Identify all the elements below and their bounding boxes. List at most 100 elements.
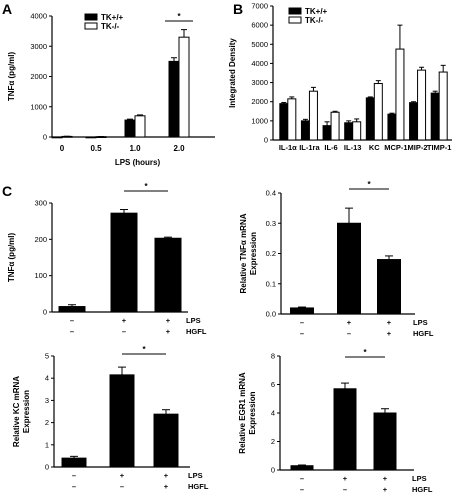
b-legend-label-0: TK+/+	[305, 7, 328, 16]
c1-ytick-label-2: 200	[34, 235, 47, 244]
a-bar-0-2	[124, 119, 136, 138]
c2-significance-star: *	[367, 180, 371, 189]
c2-ytick-label-2: 0.2	[266, 249, 276, 258]
c4-ytick-label-3: 6	[271, 380, 275, 389]
a-significance-star: *	[177, 12, 181, 21]
a-ytick-label-3: 3000	[30, 42, 47, 51]
c4-lps-label: LPS	[412, 474, 427, 483]
c3-ytick-label-2: 2	[45, 418, 49, 427]
a-legend-label-1: TK-/-	[101, 22, 120, 31]
c1-lps-label: LPS	[186, 316, 201, 325]
c2-ylabel: Relative TNFα mRNAExpression	[239, 213, 258, 293]
c4-ylabel: Relative EGR1 mRNAExpression	[238, 372, 257, 454]
c3-ytick-label-4: 4	[45, 374, 49, 383]
a-xtick-label-2: 1.0	[129, 144, 141, 153]
b-ytick-label-5: 5000	[251, 40, 268, 49]
a-ytick-label-0: 0	[43, 133, 47, 142]
c1-ytick-label-1: 100	[34, 271, 47, 280]
panel-c2-chart: 0.0 0.1 0.2 0.3 0.4 Relative TNFα mRNAExpress…	[239, 180, 434, 338]
a-legend-label-0: TK+/+	[101, 13, 124, 22]
c3-hgfl-sign-0: –	[72, 482, 76, 491]
b-ytick-label-6: 6000	[251, 21, 268, 30]
c2-ytick-label-3: 0.3	[266, 219, 276, 228]
c4-lps-sign-0: –	[300, 474, 304, 483]
c2-lps-label: LPS	[413, 318, 428, 327]
c3-hgfl-sign-2: +	[164, 482, 169, 491]
c3-hgfl-label: HGFL	[188, 482, 209, 491]
c1-ylabel: TNFα (pg/ml)	[7, 232, 16, 282]
b-ytick-label-0: 0	[264, 136, 268, 145]
c1-ytick-label-3: 300	[34, 199, 47, 208]
panel-c3-chart: 0 1 2 3 4 5 Relative KC mRNAExpression – – + – + + LP…	[12, 345, 209, 491]
b-ytick-label-4: 4000	[251, 59, 268, 68]
b-xtick-label-4: KC	[369, 143, 380, 152]
c1-significance-star: *	[144, 182, 148, 191]
c3-ytick-label-3: 3	[45, 396, 49, 405]
c1-hgfl-label: HGFL	[186, 327, 207, 336]
c3-bar-1	[109, 374, 135, 468]
c3-hgfl-sign-1: –	[120, 482, 124, 491]
c4-significance-star: *	[363, 348, 367, 357]
c2-ytick-label-1: 0.1	[266, 279, 276, 288]
c2-hgfl-sign-1: –	[347, 329, 351, 338]
panel-letter-a: A	[2, 1, 12, 17]
b-bar-1-1	[308, 90, 318, 141]
b-bar-0-3	[344, 122, 354, 141]
b-legend-swatch-1	[288, 16, 302, 24]
b-bar-0-0	[279, 103, 289, 141]
a-xtick-label-1: 0.5	[90, 144, 102, 153]
b-bar-0-5	[387, 113, 397, 141]
b-bar-0-2	[322, 125, 332, 141]
c4-bar-2	[373, 412, 397, 471]
c3-lps-label: LPS	[188, 471, 203, 480]
c4-hgfl-sign-1: –	[343, 485, 347, 494]
c3-ylabel-line-0: Relative KC mRNA	[12, 376, 21, 447]
c3-ylabel: Relative KC mRNAExpression	[12, 376, 31, 447]
b-ytick-label-7: 7000	[251, 2, 268, 11]
a-bar-1-2	[134, 115, 146, 138]
b-bar-1-2	[330, 111, 340, 141]
b-legend-label-1: TK-/-	[305, 16, 324, 25]
c3-lps-sign-1: +	[120, 471, 125, 480]
a-legend-swatch-1	[84, 22, 98, 30]
b-bar-1-0	[287, 98, 297, 141]
a-legend-swatch-0	[84, 13, 98, 21]
a-bar-1-3	[178, 36, 190, 138]
c1-lps-sign-1: +	[122, 316, 127, 325]
c2-bar-0	[290, 307, 314, 315]
b-xtick-label-7: TIMP-1	[427, 143, 452, 152]
c3-bar-0	[61, 457, 87, 468]
c1-bar-1	[110, 212, 138, 313]
c4-lps-sign-2: +	[383, 474, 388, 483]
a-ylabel: TNFα (pg/ml)	[7, 51, 16, 101]
a-bar-0-3	[168, 60, 180, 138]
c2-hgfl-label: HGFL	[413, 329, 434, 338]
c2-lps-sign-0: –	[300, 318, 304, 327]
a-ytick-label-4: 4000	[30, 12, 47, 21]
a-xtick-label-3: 2.0	[173, 144, 185, 153]
c3-ylabel-line-1: Expression	[22, 390, 31, 433]
c2-ylabel-line-1: Expression	[249, 232, 258, 275]
c4-ylabel-line-1: Expression	[248, 391, 257, 434]
c1-hgfl-sign-0: –	[70, 327, 74, 336]
b-bar-0-6	[409, 102, 419, 141]
panel-letter-b: B	[233, 1, 243, 17]
c3-lps-sign-2: +	[164, 471, 169, 480]
b-ytick-label-3: 3000	[251, 78, 268, 87]
b-bar-1-3	[352, 121, 362, 141]
panel-b-chart: 0 1000 2000 3000 4000 5000 6000 7000 Integrated …	[228, 2, 452, 152]
c3-ytick-label-5: 5	[45, 352, 49, 361]
c4-bar-1	[333, 388, 357, 471]
c4-lps-sign-1: +	[343, 474, 348, 483]
b-bar-0-7	[430, 92, 440, 141]
c2-hgfl-sign-2: +	[387, 329, 392, 338]
b-xtick-label-5: MCP-1	[384, 143, 407, 152]
b-ylabel: Integrated Density	[228, 38, 237, 108]
b-xtick-label-2: IL-6	[324, 143, 337, 152]
c2-hgfl-sign-0: –	[300, 329, 304, 338]
b-bar-1-7	[438, 71, 448, 141]
panel-a-chart: 0 1000 2000 3000 4000 TNFα (pg/ml) 0 0.5 1.0 2.0 L…	[7, 12, 215, 167]
a-bar-0-0	[51, 136, 63, 139]
